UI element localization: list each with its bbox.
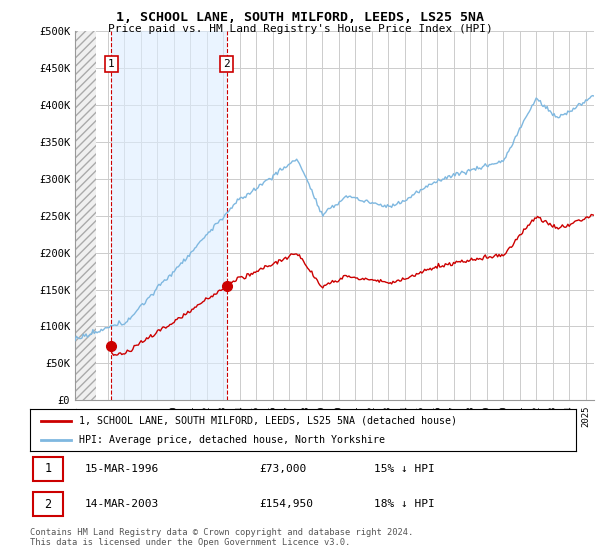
Text: 14-MAR-2003: 14-MAR-2003 (85, 499, 159, 509)
Text: HPI: Average price, detached house, North Yorkshire: HPI: Average price, detached house, Nort… (79, 435, 385, 445)
Text: 1: 1 (44, 463, 52, 475)
Text: 15-MAR-1996: 15-MAR-1996 (85, 464, 159, 474)
Text: Price paid vs. HM Land Registry's House Price Index (HPI): Price paid vs. HM Land Registry's House … (107, 24, 493, 34)
Bar (112, 31, 227, 400)
Text: £154,950: £154,950 (259, 499, 313, 509)
Text: 1: 1 (108, 59, 115, 69)
Text: 18% ↓ HPI: 18% ↓ HPI (374, 499, 435, 509)
Text: 15% ↓ HPI: 15% ↓ HPI (374, 464, 435, 474)
FancyBboxPatch shape (33, 458, 63, 480)
Text: 2: 2 (44, 497, 52, 511)
Text: 2: 2 (223, 59, 230, 69)
Text: Contains HM Land Registry data © Crown copyright and database right 2024.
This d: Contains HM Land Registry data © Crown c… (30, 528, 413, 547)
Bar (75, 31, 97, 400)
Text: 1, SCHOOL LANE, SOUTH MILFORD, LEEDS, LS25 5NA: 1, SCHOOL LANE, SOUTH MILFORD, LEEDS, LS… (116, 11, 484, 24)
Text: £73,000: £73,000 (259, 464, 307, 474)
Text: 1, SCHOOL LANE, SOUTH MILFORD, LEEDS, LS25 5NA (detached house): 1, SCHOOL LANE, SOUTH MILFORD, LEEDS, LS… (79, 416, 457, 426)
FancyBboxPatch shape (33, 492, 63, 516)
